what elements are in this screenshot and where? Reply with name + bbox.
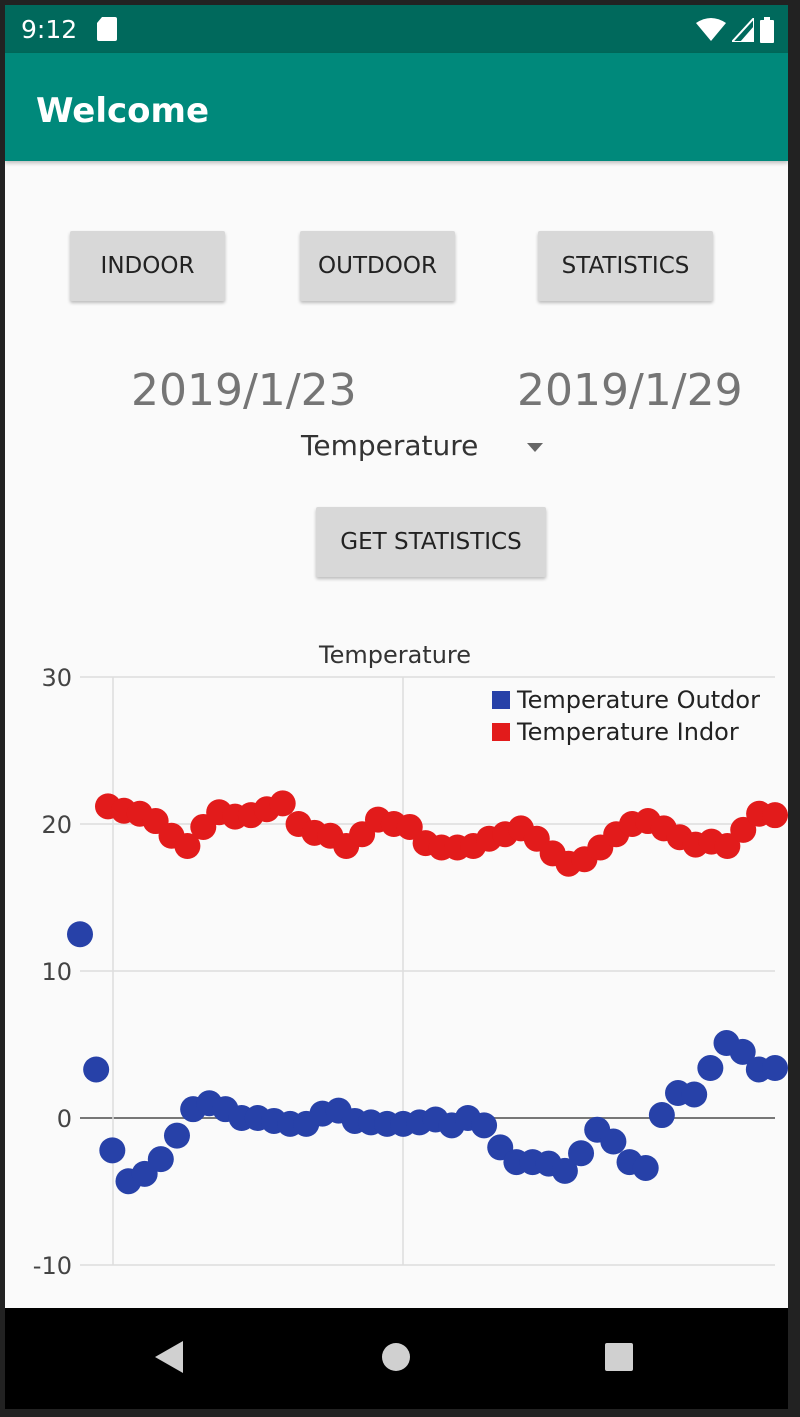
y-tick-label: -10 <box>33 1252 72 1280</box>
wifi-icon <box>696 18 726 41</box>
data-point <box>714 833 741 860</box>
data-point <box>471 1112 498 1139</box>
start-date[interactable]: 2019/1/23 <box>131 365 357 416</box>
data-point <box>99 1137 126 1164</box>
series-outdoor <box>67 921 788 1195</box>
data-point <box>551 1157 578 1184</box>
status-clock: 9:12 <box>21 15 78 44</box>
data-point <box>730 816 757 843</box>
phone-screen: 9:12 Welcome INDOOR OUTDOOR STATISTICS 2… <box>5 5 788 1409</box>
dropdown-arrow-icon <box>527 443 543 452</box>
legend-swatch <box>492 691 510 709</box>
spinner-selected-value: Temperature <box>301 429 479 462</box>
data-point <box>568 1140 595 1167</box>
data-point <box>681 1081 708 1108</box>
data-point <box>762 802 788 829</box>
statistics-button[interactable]: STATISTICS <box>538 231 713 301</box>
app-bar: Welcome <box>5 53 788 161</box>
y-tick-label: 20 <box>41 811 72 839</box>
sd-card-icon <box>97 17 117 41</box>
data-point <box>729 1038 756 1065</box>
outdoor-button[interactable]: OUTDOOR <box>300 231 455 301</box>
navigation-bar <box>5 1308 788 1409</box>
data-point <box>83 1056 110 1083</box>
data-point <box>697 1055 724 1082</box>
data-point <box>269 790 296 817</box>
battery-icon <box>760 17 774 43</box>
data-point <box>632 1154 659 1181</box>
chart-title: Temperature <box>318 641 471 669</box>
y-tick-label: 0 <box>57 1105 72 1133</box>
y-tick-label: 30 <box>41 664 72 692</box>
temperature-chart: 30 20 10 0 -10 Temperature Temperature Outdo… <box>33 641 788 1280</box>
measurement-spinner[interactable]: Temperature <box>301 425 551 469</box>
app-title: Welcome <box>36 91 210 131</box>
status-bar: 9:12 <box>5 5 788 53</box>
y-tick-label: 10 <box>41 958 72 986</box>
data-point <box>600 1128 627 1155</box>
data-point <box>174 833 201 860</box>
series-indoor <box>95 790 788 877</box>
back-icon[interactable] <box>155 1341 183 1373</box>
legend-swatch <box>492 723 510 741</box>
status-icons <box>696 17 774 43</box>
data-point <box>396 813 423 840</box>
signal-icon <box>732 18 754 42</box>
end-date[interactable]: 2019/1/29 <box>517 365 743 416</box>
legend-label: Temperature Indor <box>516 718 739 746</box>
data-point <box>648 1102 675 1129</box>
indoor-button[interactable]: INDOOR <box>70 231 225 301</box>
data-point <box>762 1055 788 1082</box>
data-point <box>163 1122 190 1149</box>
home-icon[interactable] <box>381 1342 411 1372</box>
recents-icon[interactable] <box>605 1343 633 1371</box>
data-point <box>67 921 93 948</box>
get-statistics-button[interactable]: GET STATISTICS <box>316 507 546 577</box>
legend-label: Temperature Outdor <box>516 686 760 714</box>
chart-legend: Temperature Outdor Temperature Indor <box>492 686 760 746</box>
data-point <box>147 1146 174 1173</box>
